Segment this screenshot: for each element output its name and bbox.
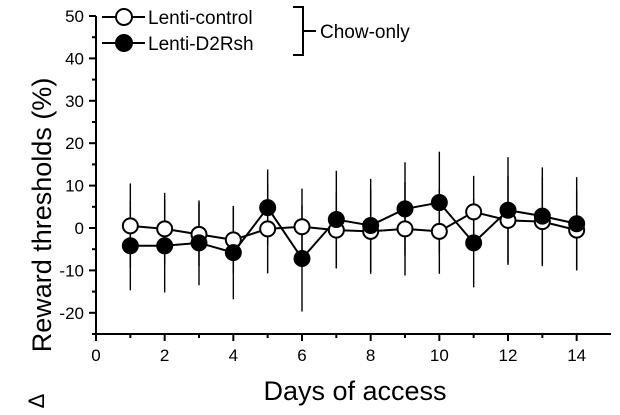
- data-point-d2rsh: [327, 211, 345, 229]
- x-tick-label: 0: [91, 346, 100, 365]
- data-point-control: [121, 217, 139, 235]
- legend: Lenti-control Lenti-D2Rsh Chow-only: [102, 6, 410, 56]
- data-points: [121, 194, 586, 268]
- y-tick-label: -20: [59, 304, 84, 323]
- x-tick-label: 6: [297, 346, 306, 365]
- y-axis-title-group: Reward thresholds (%): [27, 78, 57, 353]
- legend-bracket: [293, 6, 316, 56]
- data-point-d2rsh: [499, 201, 517, 219]
- data-point-d2rsh: [224, 244, 242, 262]
- data-point-d2rsh: [156, 237, 174, 255]
- y-tick-label: 10: [65, 177, 84, 196]
- data-point-d2rsh: [190, 234, 208, 252]
- x-tick-label: 8: [366, 346, 375, 365]
- legend-label-d2rsh: Lenti-D2Rsh: [148, 34, 254, 55]
- x-tick-label: 4: [229, 346, 238, 365]
- data-point-d2rsh: [465, 234, 483, 252]
- y-axis-delta-symbol: Δ: [24, 393, 49, 408]
- tick-labels: -20 -10 0 10 20 30 40 50 0 2 4 6 8 10 12 14: [59, 7, 586, 365]
- data-point-d2rsh: [568, 215, 586, 233]
- legend-marker-control: [115, 8, 133, 26]
- data-point-control: [156, 220, 174, 238]
- x-tick-label: 10: [430, 346, 449, 365]
- legend-marker-d2rsh: [115, 34, 133, 52]
- x-tick-label: 12: [499, 346, 518, 365]
- x-tick-label: 2: [160, 346, 169, 365]
- data-point-d2rsh: [430, 194, 448, 212]
- y-tick-label: 30: [65, 92, 84, 111]
- data-point-d2rsh: [293, 250, 311, 268]
- y-axis-title: Reward thresholds (%): [27, 78, 57, 353]
- axes: [89, 15, 611, 341]
- y-tick-label: 40: [65, 49, 84, 68]
- delta-symbol-group: Δ: [24, 393, 49, 408]
- y-tick-label: -10: [59, 261, 84, 280]
- y-tick-label: 20: [65, 134, 84, 153]
- data-point-control: [259, 220, 277, 238]
- data-point-control: [430, 222, 448, 240]
- y-tick-label: 50: [65, 7, 84, 26]
- data-point-d2rsh: [121, 237, 139, 255]
- y-tick-label: 0: [75, 219, 84, 238]
- data-point-control: [465, 203, 483, 221]
- x-axis-title: Days of access: [263, 376, 446, 406]
- data-point-d2rsh: [259, 199, 277, 217]
- legend-label-control: Lenti-control: [148, 8, 253, 29]
- data-point-d2rsh: [533, 207, 551, 225]
- legend-group-label: Chow-only: [320, 22, 410, 43]
- data-point-control: [396, 220, 414, 238]
- x-tick-label: 14: [567, 346, 586, 365]
- data-point-d2rsh: [362, 216, 380, 234]
- data-point-d2rsh: [396, 200, 414, 218]
- data-point-control: [293, 218, 311, 236]
